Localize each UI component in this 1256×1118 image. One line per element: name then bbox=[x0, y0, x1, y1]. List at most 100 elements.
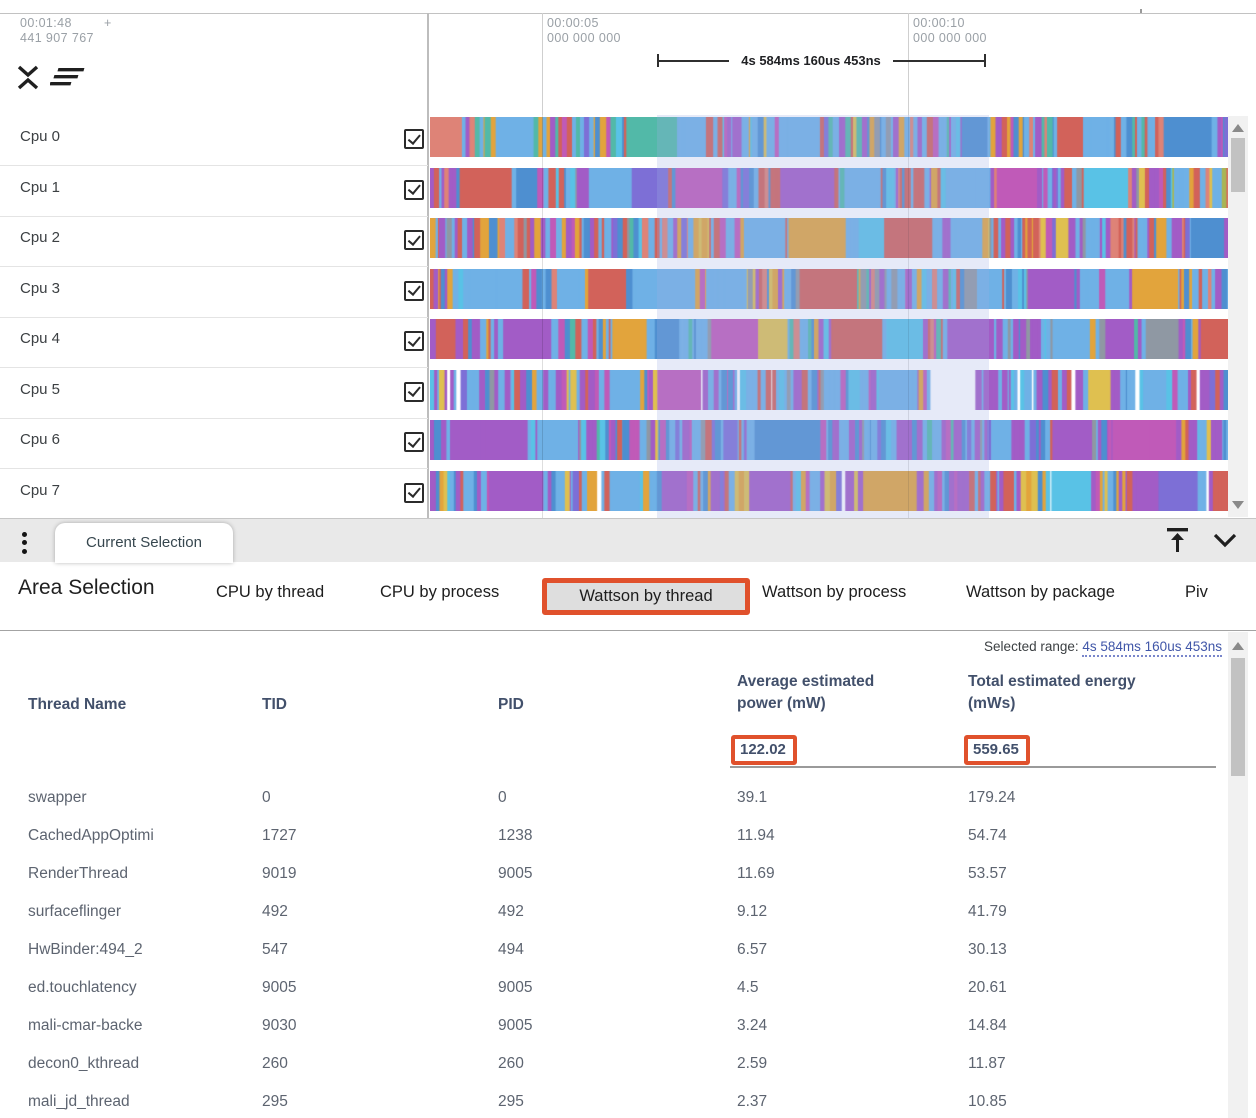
scroll-up-arrow-icon[interactable] bbox=[1232, 642, 1244, 650]
cell-thread: mali-cmar-backe bbox=[28, 1017, 143, 1034]
column-header-thread-name[interactable]: Thread Name bbox=[28, 696, 127, 713]
track-checkbox[interactable] bbox=[404, 331, 424, 351]
tick-ns-label: 000 000 000 bbox=[913, 31, 987, 45]
cursor-timestamp-plus: + bbox=[104, 16, 112, 30]
cell-tid: 295 bbox=[262, 1093, 288, 1110]
table-row: decon0_kthread 260 260 2.59 11.87 bbox=[0, 1045, 1228, 1083]
track-checkbox[interactable] bbox=[404, 280, 424, 301]
cell-pid: 295 bbox=[498, 1093, 524, 1110]
vertical-align-top-icon[interactable] bbox=[1163, 525, 1193, 555]
column-header-total-energy[interactable]: Total estimated energy (mWs) bbox=[968, 673, 1136, 712]
cell-thread: swapper bbox=[28, 789, 87, 806]
track-list: Cpu 0 Cpu 1 Cpu 2 Cpu 3 Cpu 4 Cpu 5 Cpu 6 Cpu 7 bbox=[0, 115, 1256, 518]
table-row: RenderThread 9019 9005 11.69 53.57 bbox=[0, 855, 1228, 893]
scrollbar-thumb[interactable] bbox=[1231, 138, 1245, 192]
area-tab-piv[interactable]: Piv bbox=[1185, 583, 1208, 601]
cell-pid: 0 bbox=[498, 789, 507, 806]
cpu-track-row[interactable]: Cpu 0 bbox=[0, 115, 1256, 166]
cell-energy: 54.74 bbox=[968, 827, 1007, 844]
track-checkbox[interactable] bbox=[404, 230, 424, 250]
table-row: ed.touchlatency 9005 9005 4.5 20.61 bbox=[0, 969, 1228, 1007]
cpu-track-row[interactable]: Cpu 1 bbox=[0, 166, 1256, 217]
track-label: Cpu 1 bbox=[20, 178, 61, 196]
total-energy-annotated: 559.65 bbox=[964, 735, 1030, 765]
column-header-tid[interactable]: TID bbox=[262, 696, 287, 713]
table-row: swapper 0 0 39.1 179.24 bbox=[0, 779, 1228, 817]
cpu-track-row[interactable]: Cpu 2 bbox=[0, 216, 1256, 267]
cell-energy: 20.61 bbox=[968, 979, 1007, 996]
table-row: CachedAppOptimi 1727 1238 11.94 54.74 bbox=[0, 817, 1228, 855]
scroll-up-arrow-icon[interactable] bbox=[1232, 124, 1244, 132]
selected-range-value[interactable]: 4s 584ms 160us 453ns bbox=[1082, 639, 1222, 657]
track-checkbox[interactable] bbox=[404, 482, 424, 503]
track-panel-divider bbox=[427, 13, 429, 518]
track-label: Cpu 4 bbox=[20, 330, 61, 347]
area-tab-wattson-by-package[interactable]: Wattson by package bbox=[966, 583, 1115, 601]
table-row: mali_jd_thread 295 295 2.37 10.85 bbox=[0, 1083, 1228, 1118]
row-divider bbox=[0, 215, 428, 217]
tab-current-selection[interactable]: Current Selection bbox=[55, 523, 233, 563]
cell-power: 2.59 bbox=[737, 1055, 768, 1072]
cell-tid: 0 bbox=[262, 789, 271, 806]
table-scrollbar[interactable] bbox=[1228, 632, 1248, 1118]
cpu-sched-slices-canvas[interactable] bbox=[430, 420, 1228, 460]
range-marker-line bbox=[657, 60, 729, 62]
range-duration-label: 4s 584ms 160us 453ns bbox=[741, 53, 881, 68]
cell-power: 11.69 bbox=[737, 865, 775, 882]
track-checkbox[interactable] bbox=[404, 381, 424, 402]
track-checkbox[interactable] bbox=[404, 179, 424, 200]
cell-energy: 10.85 bbox=[968, 1093, 1007, 1110]
track-label: Cpu 6 bbox=[20, 431, 61, 448]
unfold-less-icon[interactable] bbox=[14, 63, 42, 91]
row-divider bbox=[0, 417, 428, 419]
cpu-sched-slices-canvas[interactable] bbox=[430, 369, 1228, 410]
totals-underline bbox=[730, 766, 1216, 768]
area-tab-cpu-by-process[interactable]: CPU by process bbox=[380, 583, 500, 601]
track-checkbox[interactable] bbox=[404, 432, 424, 452]
column-header-pid[interactable]: PID bbox=[498, 696, 524, 713]
cell-tid: 9005 bbox=[262, 979, 297, 996]
row-divider bbox=[0, 165, 428, 166]
cpu-track-row[interactable]: Cpu 7 bbox=[0, 469, 1256, 519]
cpu-sched-slices-canvas[interactable] bbox=[430, 470, 1228, 511]
cpu-sched-slices-canvas[interactable] bbox=[430, 218, 1228, 258]
cell-thread: mali_jd_thread bbox=[28, 1093, 130, 1110]
scrollbar-thumb[interactable] bbox=[1231, 658, 1245, 776]
cpu-sched-slices-canvas[interactable] bbox=[430, 268, 1228, 309]
cell-thread: ed.touchlatency bbox=[28, 979, 137, 996]
tick-time-label: 00:00:05 bbox=[547, 16, 599, 30]
area-tab-cpu-by-thread[interactable]: CPU by thread bbox=[216, 583, 325, 601]
area-selection-overlay[interactable] bbox=[657, 115, 989, 518]
ruler-tick bbox=[908, 13, 909, 115]
cpu-track-row[interactable]: Cpu 4 bbox=[0, 317, 1256, 368]
column-header-avg-power[interactable]: Average estimated power (mW) bbox=[737, 673, 875, 712]
range-marker-line bbox=[893, 60, 985, 62]
track-checkbox[interactable] bbox=[404, 129, 424, 149]
cell-tid: 260 bbox=[262, 1055, 288, 1072]
cell-pid: 9005 bbox=[498, 865, 533, 882]
cell-pid: 9005 bbox=[498, 1017, 533, 1034]
cpu-track-row[interactable]: Cpu 3 bbox=[0, 267, 1256, 318]
cpu-sched-slices-canvas[interactable] bbox=[430, 117, 1228, 157]
cell-power: 9.12 bbox=[737, 903, 768, 920]
kebab-menu-icon[interactable] bbox=[22, 528, 28, 557]
track-label: Cpu 7 bbox=[20, 481, 61, 499]
range-marker-right-bracket[interactable] bbox=[984, 54, 986, 67]
area-tab-wattson-by-thread[interactable]: Wattson by thread bbox=[542, 578, 750, 615]
tracks-scrollbar[interactable] bbox=[1228, 116, 1248, 517]
cell-pid: 494 bbox=[498, 941, 524, 958]
cell-tid: 492 bbox=[262, 903, 288, 920]
cpu-track-row[interactable]: Cpu 5 bbox=[0, 368, 1256, 419]
scroll-down-arrow-icon[interactable] bbox=[1232, 501, 1244, 509]
ruler-line bbox=[0, 13, 1256, 14]
table-row: HwBinder:494_2 547 494 6.57 30.13 bbox=[0, 931, 1228, 969]
chevron-down-icon[interactable] bbox=[1212, 531, 1238, 551]
sort-icon[interactable] bbox=[50, 66, 86, 90]
table-row: surfaceflinger 492 492 9.12 41.79 bbox=[0, 893, 1228, 931]
cpu-sched-slices-canvas[interactable] bbox=[430, 167, 1228, 208]
cpu-track-row[interactable]: Cpu 6 bbox=[0, 418, 1256, 469]
track-label: Cpu 5 bbox=[20, 380, 61, 398]
cpu-sched-slices-canvas[interactable] bbox=[430, 319, 1228, 359]
area-tab-wattson-by-process[interactable]: Wattson by process bbox=[762, 583, 907, 601]
